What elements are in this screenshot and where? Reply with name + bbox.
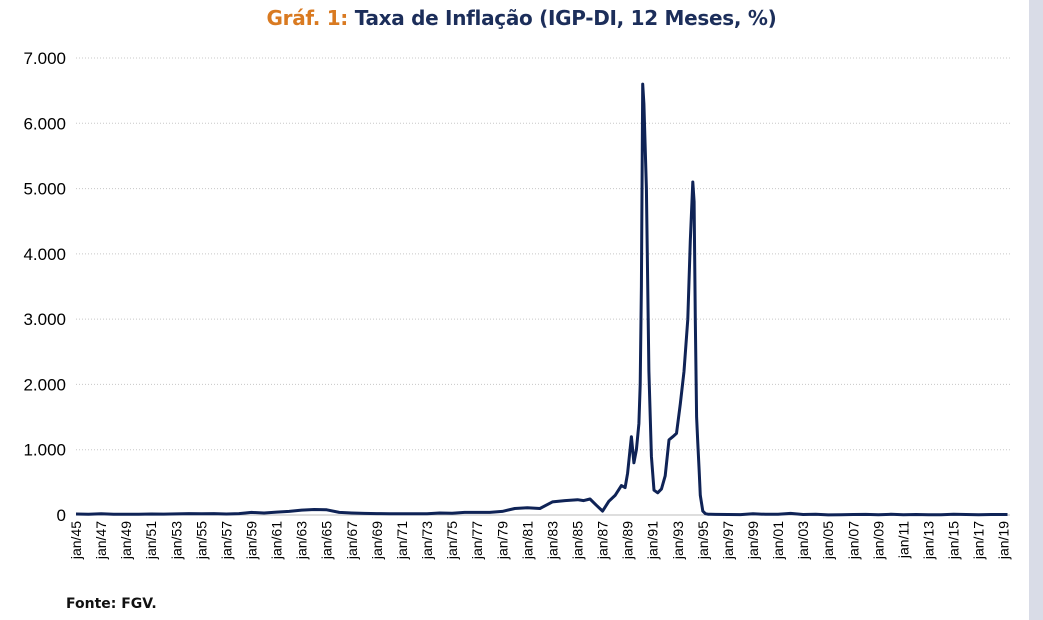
x-tick-label: jan/93 (670, 521, 686, 560)
x-tick-label: jan/95 (695, 521, 711, 560)
x-tick-label: jan/49 (118, 521, 134, 560)
x-tick-label: jan/77 (469, 521, 485, 560)
x-tick-label: jan/55 (193, 521, 209, 560)
y-axis-tick-labels: 0 1.000 2.000 3.000 4.000 5.000 6.000 7.000 (23, 49, 66, 525)
x-tick-label: jan/19 (996, 521, 1012, 560)
x-axis-tick-labels: jan/45 jan/47 jan/49 jan/51 jan/53 jan/55 jan/… (68, 521, 1012, 560)
x-tick-label: jan/87 (595, 521, 611, 560)
x-tick-label: jan/71 (394, 521, 410, 560)
x-tick-label: jan/75 (444, 521, 460, 560)
x-tick-label: jan/05 (820, 521, 836, 560)
y-tick-label: 1.000 (23, 441, 66, 460)
x-tick-label: jan/09 (870, 521, 886, 560)
y-tick-label: 2.000 (23, 375, 66, 394)
grid-lines (76, 57, 1010, 451)
source-note: Fonte: FGV. (66, 596, 157, 612)
x-tick-label: jan/59 (244, 521, 260, 560)
x-tick-label: jan/15 (946, 521, 962, 560)
y-tick-label: 4.000 (23, 245, 66, 264)
x-tick-label: jan/57 (218, 521, 234, 560)
y-tick-label: 0 (57, 506, 66, 525)
y-tick-label: 6.000 (23, 114, 66, 133)
x-tick-label: jan/69 (369, 521, 385, 560)
x-tick-label: jan/89 (620, 521, 636, 560)
x-tick-label: jan/81 (519, 521, 535, 560)
chart-title-prefix: Gráf. 1: (266, 6, 349, 30)
side-decoration-bar (1029, 0, 1043, 620)
x-tick-label: jan/47 (93, 521, 109, 560)
x-tick-label: jan/45 (68, 521, 84, 560)
chart-title: Gráf. 1: Taxa de Inflação (IGP-DI, 12 Me… (0, 6, 1043, 30)
chart-title-text: Taxa de Inflação (IGP-DI, 12 Meses, %) (354, 6, 777, 30)
series-line-igp-di (75, 82, 1008, 517)
x-tick-label: jan/17 (971, 521, 987, 560)
y-tick-label: 5.000 (23, 180, 66, 199)
inflation-line-chart: 0 1.000 2.000 3.000 4.000 5.000 6.000 7.000 jan… (23, 49, 1012, 560)
y-tick-label: 7.000 (23, 49, 66, 68)
x-tick-label: jan/01 (770, 521, 786, 560)
x-tick-label: jan/83 (544, 521, 560, 560)
x-tick-label: jan/99 (745, 521, 761, 560)
x-tick-label: jan/97 (720, 521, 736, 560)
x-tick-label: jan/73 (419, 521, 435, 560)
x-tick-label: jan/03 (795, 521, 811, 560)
x-tick-label: jan/07 (845, 521, 861, 560)
x-tick-label: jan/67 (344, 521, 360, 560)
x-tick-label: jan/51 (143, 521, 159, 560)
y-tick-label: 3.000 (23, 310, 66, 329)
x-tick-label: jan/63 (294, 521, 310, 560)
x-tick-label: jan/85 (569, 521, 585, 560)
x-tick-label: jan/13 (921, 521, 937, 560)
x-tick-label: jan/65 (319, 521, 335, 560)
x-tick-label: jan/61 (269, 521, 285, 560)
x-tick-label: jan/53 (168, 521, 184, 560)
x-tick-label: jan/11 (895, 521, 911, 559)
x-tick-label: jan/79 (494, 521, 510, 560)
x-tick-label: jan/91 (645, 521, 661, 560)
